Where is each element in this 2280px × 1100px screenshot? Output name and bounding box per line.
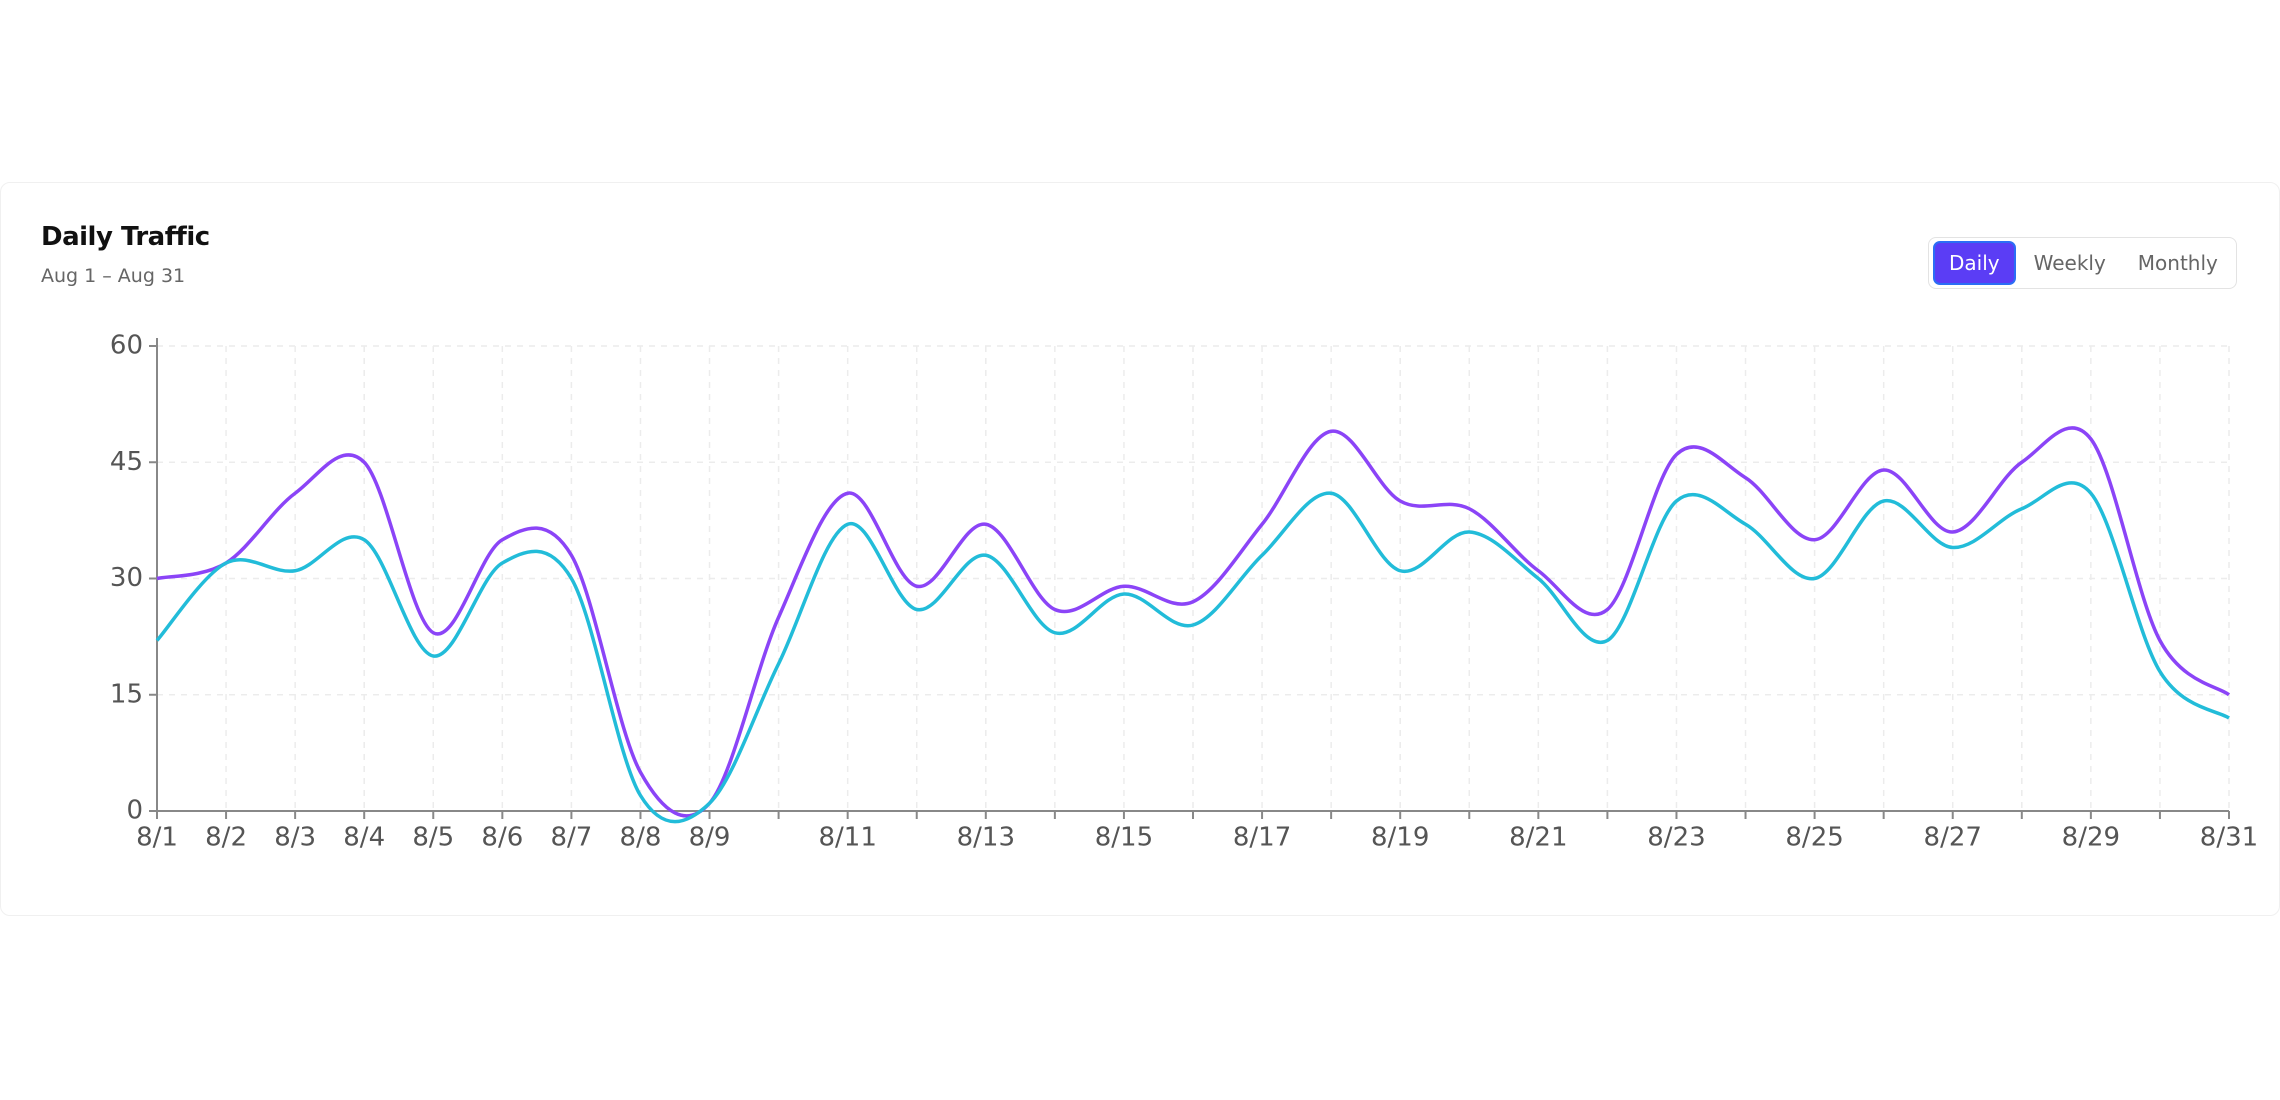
monthly-button[interactable]: Monthly <box>2137 251 2218 275</box>
y-tick-label: 15 <box>110 679 143 709</box>
x-tick-label: 8/29 <box>2062 823 2120 853</box>
subtitle: Aug 1 – Aug 31 <box>41 265 186 287</box>
y-tick-label: 0 <box>126 796 143 826</box>
x-tick-label: 8/11 <box>818 823 876 853</box>
title: Daily Traffic <box>41 222 210 252</box>
x-tick-label: 8/31 <box>2200 823 2258 853</box>
daily-button[interactable]: Daily <box>1933 241 2016 285</box>
x-tick-label: 8/23 <box>1647 823 1705 853</box>
x-tick-label: 8/19 <box>1371 823 1429 853</box>
series-line <box>156 426 2231 818</box>
x-tick-label: 8/7 <box>550 823 592 853</box>
x-tick-label: 8/2 <box>205 823 247 853</box>
x-tick-label: 8/8 <box>620 823 662 853</box>
x-tick-label: 8/25 <box>1785 823 1843 853</box>
range-toggle: Daily Weekly Monthly <box>1928 237 2237 289</box>
x-tick-label: 8/15 <box>1095 823 1153 853</box>
x-tick-label: 8/6 <box>481 823 523 853</box>
x-tick-label: 8/21 <box>1509 823 1567 853</box>
weekly-button[interactable]: Weekly <box>2033 251 2106 275</box>
x-tick-label: 8/5 <box>412 823 454 853</box>
x-tick-label: 8/27 <box>1924 823 1982 853</box>
y-tick-label: 45 <box>110 447 143 477</box>
y-tick-label: 60 <box>110 331 143 361</box>
y-tick-label: 30 <box>110 563 143 593</box>
x-tick-label: 8/9 <box>689 823 731 853</box>
x-tick-label: 8/13 <box>957 823 1015 853</box>
x-tick-label: 8/1 <box>136 823 178 853</box>
series-line <box>155 481 2230 824</box>
x-tick-label: 8/4 <box>343 823 385 853</box>
x-tick-label: 8/17 <box>1233 823 1291 853</box>
x-tick-label: 8/3 <box>274 823 316 853</box>
